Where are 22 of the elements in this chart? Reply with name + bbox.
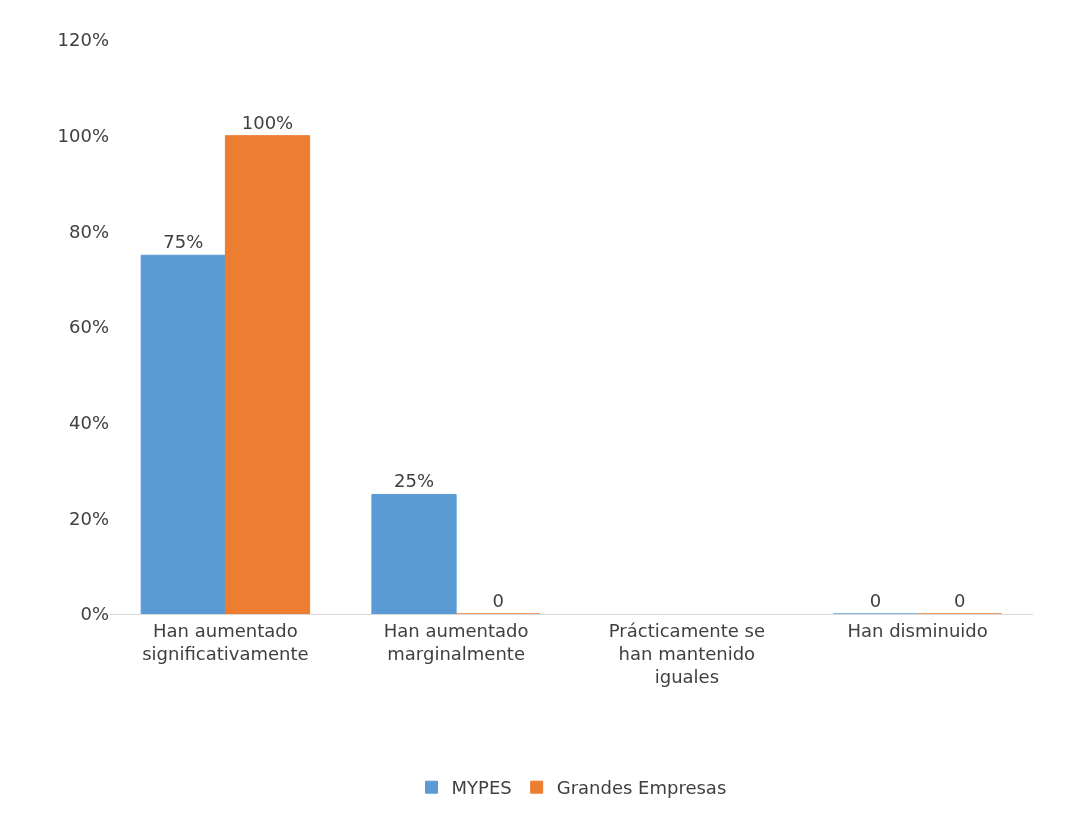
y-tick-label: 20%	[68, 507, 109, 529]
data-label: 0	[869, 590, 882, 611]
y-tick-label: 40%	[68, 411, 109, 433]
y-tick-label: 100%	[57, 124, 109, 146]
x-tick-label: Han aumentado marginalmente	[383, 619, 529, 664]
y-tick-label: 0%	[80, 603, 109, 625]
bar	[371, 493, 457, 614]
data-label: 0	[954, 590, 966, 611]
x-tick-label: Prácticamente se han mantenido iguales	[608, 619, 765, 688]
x-tick-label: Han disminuido	[847, 619, 988, 641]
bar	[224, 135, 311, 614]
data-label: 75%	[163, 231, 204, 253]
data-label: 25%	[394, 470, 435, 492]
y-tick-label: 80%	[68, 220, 109, 242]
x-tick-label: Han aumentado significativamente	[142, 619, 309, 664]
legend-label: Grandes Empresas	[556, 777, 727, 799]
legend-label: MYPES	[451, 777, 512, 799]
y-tick-label: 120%	[57, 29, 109, 51]
data-label: 0	[492, 590, 504, 611]
data-label: 100%	[241, 111, 294, 133]
bar	[140, 254, 226, 614]
y-tick-label: 60%	[68, 316, 109, 338]
